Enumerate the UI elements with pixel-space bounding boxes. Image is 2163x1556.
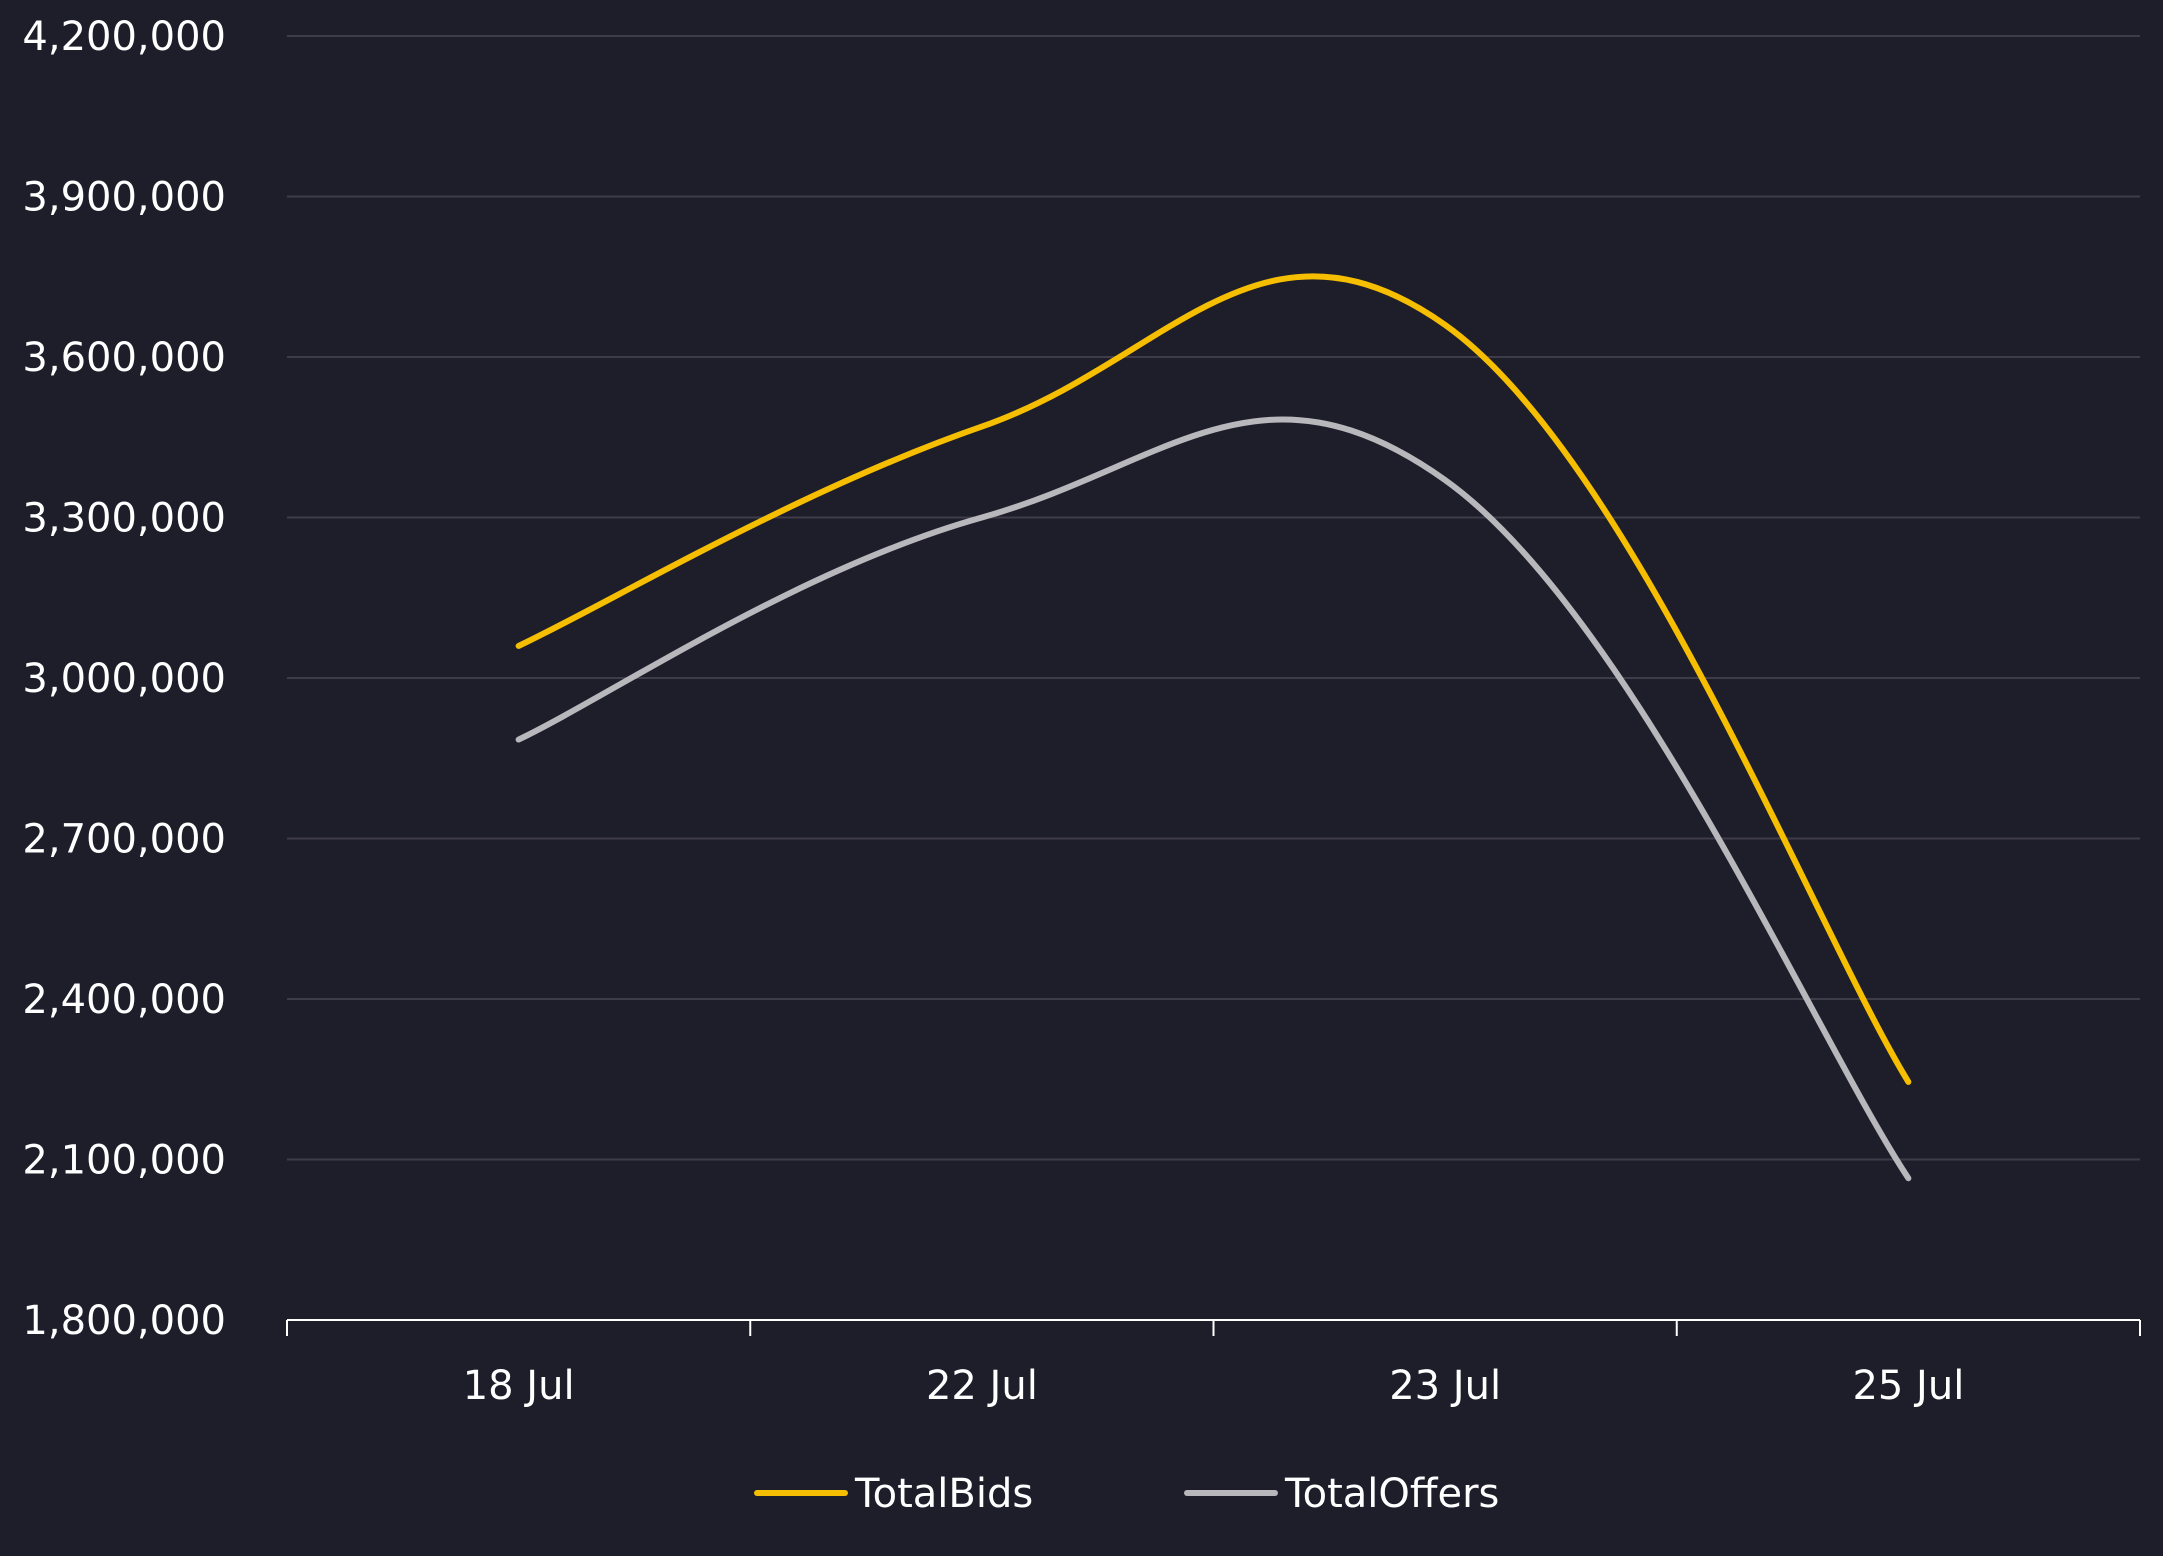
y-tick-label: 1,800,000 <box>22 1298 226 1344</box>
y-tick-label: 3,300,000 <box>22 496 226 542</box>
y-tick-label: 3,000,000 <box>22 656 226 702</box>
legend-label-totalbids: TotalBids <box>854 1471 1033 1517</box>
legend-label-totaloffers: TotalOffers <box>1284 1471 1499 1517</box>
y-tick-label: 3,600,000 <box>22 335 226 381</box>
gridlines <box>287 35 2140 1161</box>
series-lines <box>515 273 1912 1182</box>
legend: TotalBids TotalOffers <box>754 1471 1499 1517</box>
x-axis: 18 Jul 22 Jul 23 Jul 25 Jul <box>286 1319 2141 1409</box>
series-line-totalbids <box>515 273 1912 1085</box>
x-tick-label: 22 Jul <box>926 1363 1038 1409</box>
y-tick-label: 2,700,000 <box>22 817 226 863</box>
x-tick-label: 18 Jul <box>463 1363 575 1409</box>
y-tick-label: 4,200,000 <box>22 14 226 60</box>
y-tick-label: 2,100,000 <box>22 1138 226 1184</box>
y-tick-label: 2,400,000 <box>22 977 226 1023</box>
y-tick-label: 3,900,000 <box>22 175 226 221</box>
x-tick-label: 23 Jul <box>1389 1363 1501 1409</box>
series-line-totaloffers <box>515 416 1912 1182</box>
y-axis: 4,200,000 3,900,000 3,600,000 3,300,000 3,00… <box>22 14 226 1344</box>
x-tick-label: 25 Jul <box>1852 1363 1964 1409</box>
